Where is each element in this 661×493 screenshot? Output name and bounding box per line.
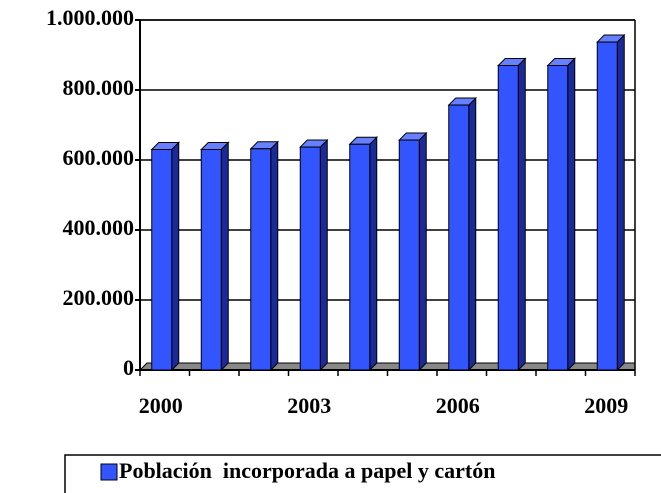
bar [596,41,618,371]
x-tick-label: 2000 [139,393,183,418]
bar [200,149,222,371]
bar-side [567,57,576,372]
bar [398,139,420,371]
y-tick-label: 600.000 [63,145,135,170]
y-tick-label: 800.000 [63,75,135,100]
bar-side [418,131,427,372]
bar [299,146,321,371]
bar-side [171,141,180,372]
bar-side [319,138,328,372]
bar [497,65,519,371]
x-tick-label: 2006 [436,393,480,418]
bar-side [270,140,279,372]
bar-side [369,136,378,372]
y-tick-label: 0 [123,355,134,380]
bar-side [220,141,229,372]
bar [448,104,470,371]
bar-side [517,57,526,372]
y-tick-label: 400.000 [63,215,135,240]
bar [349,143,371,371]
bar-side [616,33,625,372]
legend-box [64,454,661,493]
legend-label: Población incorporada a papel y cartón [119,458,495,483]
y-tick-label: 1.000.000 [46,5,134,30]
bar [547,65,569,371]
x-tick-label: 2003 [287,393,331,418]
bar [151,149,173,371]
x-tick-label: 2009 [584,393,628,418]
bar [250,148,272,371]
bar-side [468,96,477,372]
y-tick-label: 200.000 [63,285,135,310]
legend-swatch [100,463,118,481]
